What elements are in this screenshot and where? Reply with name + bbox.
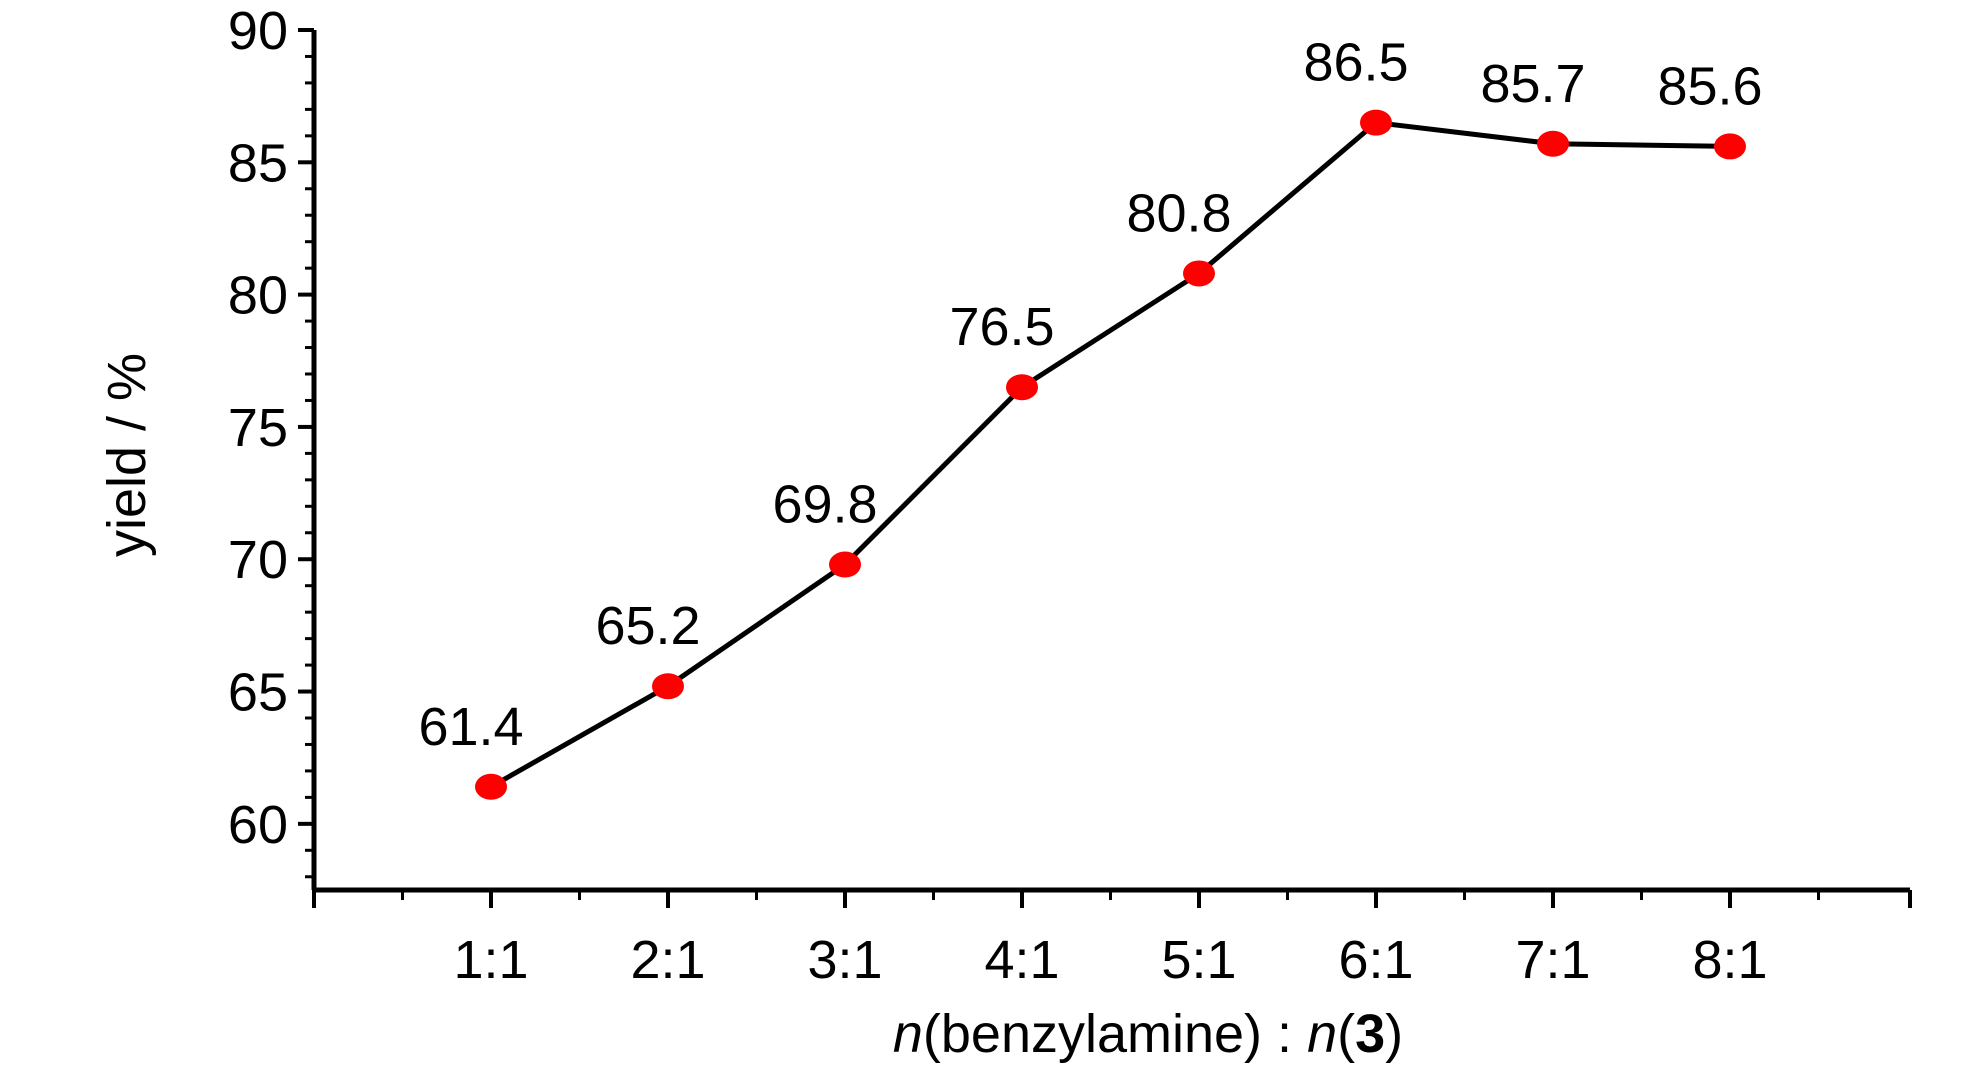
- y-tick-label: 65: [228, 663, 288, 723]
- data-point: [475, 773, 507, 800]
- x-tick-label: 2:1: [630, 930, 705, 990]
- x-axis: 1:1 2:1 3:1 4:1 5:1 6:1 7:1 8:1: [312, 887, 1912, 990]
- data-label: 85.7: [1480, 54, 1585, 114]
- x-axis-label-n2: n: [1307, 1004, 1337, 1064]
- data-point: [1183, 260, 1215, 287]
- x-axis-label-compound: 3: [1355, 1004, 1385, 1064]
- data-label: 65.2: [595, 596, 700, 656]
- data-point: [1006, 374, 1038, 401]
- x-tick-label: 8:1: [1692, 930, 1767, 990]
- x-tick-label: 7:1: [1515, 930, 1590, 990]
- x-tick-label: 4:1: [984, 930, 1059, 990]
- y-tick-label: 85: [228, 133, 288, 193]
- data-labels: 61.4 65.2 69.8 76.5 80.8 86.5 85.7 85.6: [418, 33, 1762, 757]
- y-tick-label: 60: [228, 795, 288, 855]
- x-axis-label-close: ): [1385, 1004, 1403, 1064]
- x-tick-label: 1:1: [453, 930, 528, 990]
- y-axis-label: yield / %: [97, 353, 157, 557]
- series-line: [489, 120, 1731, 789]
- x-tick-label: 6:1: [1338, 930, 1413, 990]
- y-tick-label: 90: [228, 1, 288, 61]
- x-axis-label-text: (benzylamine) :: [923, 1004, 1307, 1064]
- data-point: [829, 551, 861, 578]
- y-tick-label: 70: [228, 530, 288, 590]
- y-axis: 60 65 70 75 80 85 90: [228, 1, 317, 890]
- data-label: 61.4: [418, 697, 523, 757]
- data-label: 80.8: [1126, 183, 1231, 243]
- data-point: [1537, 130, 1569, 157]
- y-tick-label: 75: [228, 398, 288, 458]
- y-tick-label: 80: [228, 266, 288, 326]
- data-label: 86.5: [1303, 33, 1408, 93]
- data-point: [1360, 109, 1392, 136]
- data-label: 76.5: [949, 297, 1054, 357]
- x-axis-label-n1: n: [893, 1004, 923, 1064]
- data-point: [652, 673, 684, 700]
- x-axis-label-open: (: [1337, 1004, 1355, 1064]
- data-label: 85.6: [1657, 56, 1762, 116]
- x-axis-label: n(benzylamine) : n(3): [893, 1004, 1403, 1064]
- data-point: [1714, 133, 1746, 160]
- series-group: [475, 109, 1746, 800]
- x-tick-label: 3:1: [807, 930, 882, 990]
- data-label: 69.8: [772, 475, 877, 535]
- x-tick-label: 5:1: [1161, 930, 1236, 990]
